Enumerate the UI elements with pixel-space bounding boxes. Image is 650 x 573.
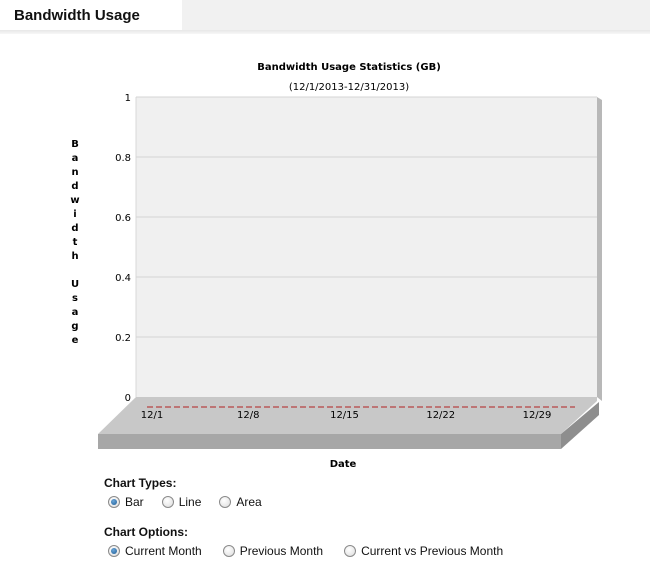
x-tick-label: 12/1 [141, 410, 163, 421]
plot-side-wall [597, 97, 602, 401]
y-tick-label: 1 [125, 93, 131, 104]
chart-type-bar-option[interactable]: Bar [108, 495, 144, 509]
chart-option-current-vs-previous[interactable]: Current vs Previous Month [344, 544, 503, 558]
chart-option-current-month[interactable]: Current Month [108, 544, 202, 558]
x-tick-label: 12/22 [426, 410, 455, 421]
plot-area [136, 97, 597, 397]
y-tick-label: 0.6 [115, 213, 131, 224]
previous-month-radio[interactable] [222, 545, 235, 557]
chart-type-line-option[interactable]: Line [161, 495, 202, 509]
chart-types-label: Chart Types: [104, 476, 177, 490]
current-vs-previous-label: Current vs Previous Month [361, 544, 504, 558]
x-axis-label: Date [330, 459, 357, 470]
chart-type-bar-radio[interactable] [108, 496, 120, 508]
chart-type-area-label: Area [236, 495, 262, 509]
previous-month-label: Previous Month [239, 544, 324, 558]
chart-title: Bandwidth Usage Statistics (GB) [257, 62, 441, 73]
x-tick-label: 12/15 [330, 410, 359, 421]
plot-floor-side [561, 402, 599, 449]
y-tick-label: 0 [125, 393, 131, 404]
page-title: Bandwidth Usage [14, 7, 140, 24]
chart-type-line-radio[interactable] [161, 496, 174, 508]
y-tick-label: 0.4 [115, 273, 131, 284]
chart-options-options: Current Month Previous Month Current vs … [108, 543, 521, 559]
chart-option-previous-month[interactable]: Previous Month [222, 544, 324, 558]
chart-type-area-radio[interactable] [219, 496, 232, 508]
header-divider [0, 30, 650, 34]
y-tick-label: 0.2 [115, 333, 131, 344]
header-tab [0, 0, 182, 32]
header-bar [182, 0, 650, 32]
chart-type-bar-label: Bar [125, 495, 144, 509]
plot-floor [98, 397, 597, 434]
page-header: Bandwidth Usage [0, 0, 650, 36]
current-month-radio[interactable] [108, 545, 120, 557]
bandwidth-chart: Bandwidth Usage Statistics (GB) (12/1/201… [70, 62, 602, 470]
y-tick-label: 0.8 [115, 153, 131, 164]
chart-types-options: Bar Line Area [108, 494, 280, 510]
x-tick-label: 12/29 [523, 410, 552, 421]
current-vs-previous-radio[interactable] [344, 545, 357, 557]
chart-options-label: Chart Options: [104, 525, 188, 539]
chart-type-line-label: Line [178, 495, 202, 509]
chart-subtitle: (12/1/2013-12/31/2013) [289, 82, 409, 93]
current-month-label: Current Month [125, 544, 202, 558]
plot-floor-front [98, 434, 561, 449]
x-tick-label: 12/8 [237, 410, 259, 421]
chart-type-area-option[interactable]: Area [219, 495, 262, 509]
